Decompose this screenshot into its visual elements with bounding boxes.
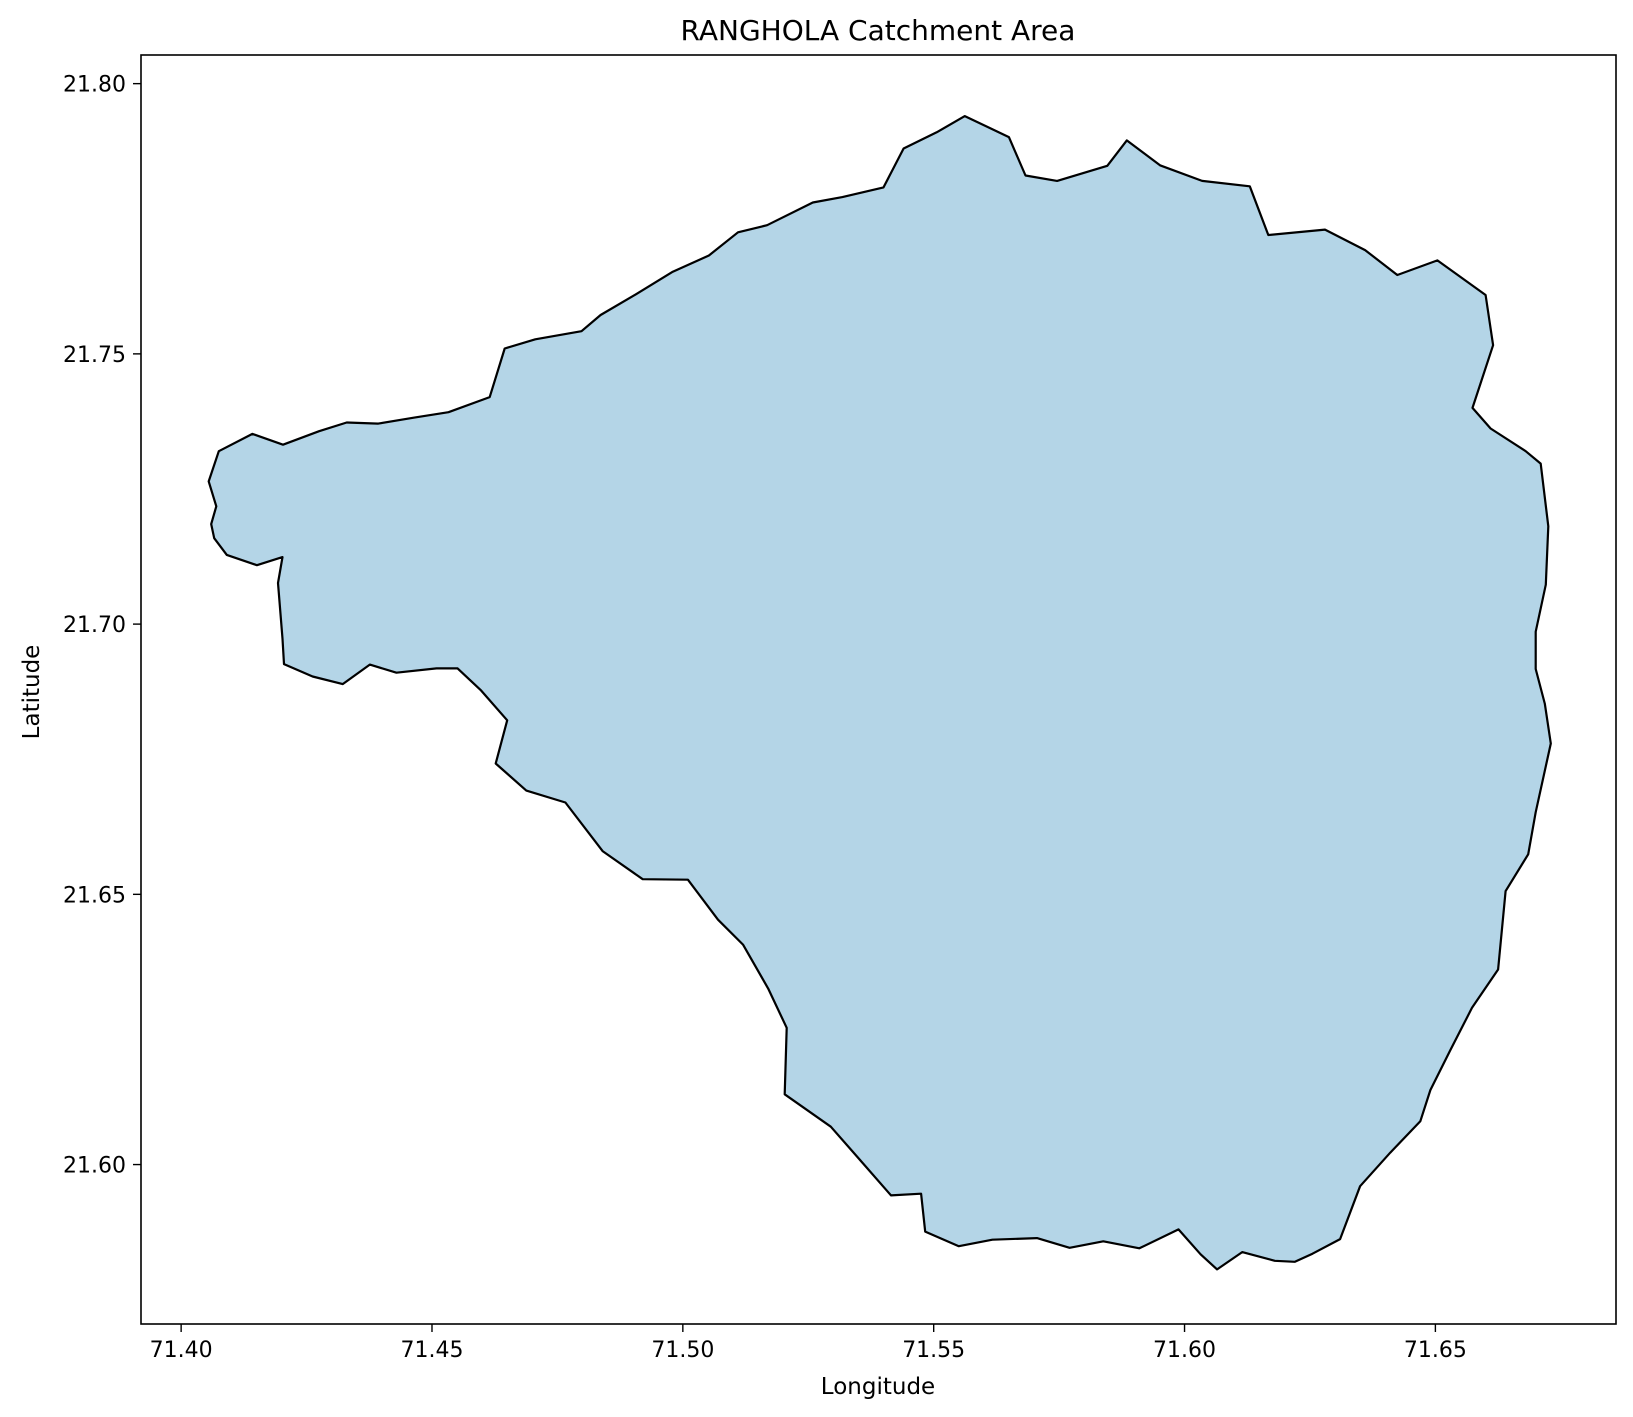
- x-tick-label: 71.50: [651, 1338, 714, 1363]
- y-tick-label: 21.70: [63, 613, 126, 638]
- y-tick-label: 21.75: [63, 343, 126, 368]
- x-tick-label: 71.65: [1404, 1338, 1467, 1363]
- y-tick-label: 21.65: [63, 883, 126, 908]
- y-axis: 21.60 21.65 21.70 21.75 21.80: [63, 73, 141, 1179]
- x-axis-label: Longitude: [821, 1374, 935, 1400]
- y-tick-label: 21.80: [63, 73, 126, 98]
- x-tick-label: 71.60: [1153, 1338, 1216, 1363]
- x-axis: 71.40 71.45 71.50 71.55 71.60 71.65: [150, 1324, 1467, 1363]
- chart-title: RANGHOLA Catchment Area: [681, 14, 1076, 47]
- x-tick-label: 71.55: [902, 1338, 965, 1363]
- y-tick-label: 21.60: [63, 1154, 126, 1179]
- x-tick-label: 71.45: [400, 1338, 463, 1363]
- plot-frame: [140, 54, 1617, 1325]
- x-tick-label: 71.40: [150, 1338, 213, 1363]
- y-axis-label: Latitude: [19, 645, 45, 740]
- catchment-polygon: [207, 115, 1552, 1271]
- catchment-layer: [207, 115, 1552, 1271]
